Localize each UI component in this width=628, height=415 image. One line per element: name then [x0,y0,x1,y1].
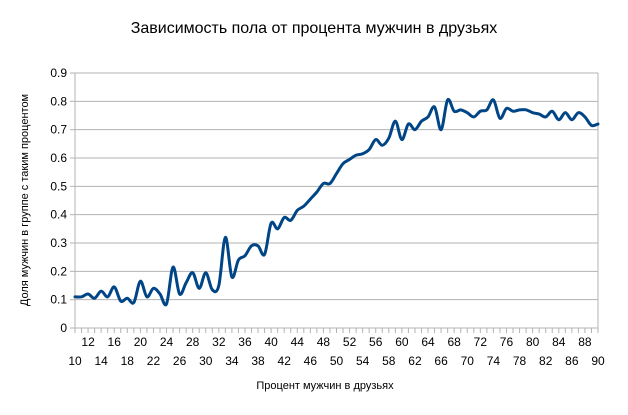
x-tick-label: 60 [395,335,409,349]
x-tick-label: 84 [552,335,566,349]
x-tick-label: 52 [343,335,357,349]
x-tick-label: 64 [421,335,435,349]
x-tick-label: 82 [539,354,553,368]
x-tick-label: 34 [225,354,239,368]
y-tick-label: 0.9 [50,66,67,80]
x-tick-label: 44 [291,335,305,349]
x-tick-label: 36 [238,335,252,349]
x-tick-label: 16 [108,335,122,349]
x-tick-label: 22 [147,354,161,368]
x-tick-label: 72 [474,335,488,349]
x-axis-label: Процент мужчин в друзьях [256,380,394,392]
x-tick-label: 28 [186,335,200,349]
x-tick-label: 58 [382,354,396,368]
x-tick-label: 70 [461,354,475,368]
x-tick-label: 50 [330,354,344,368]
x-tick-label: 80 [526,335,540,349]
y-tick-label: 0 [60,321,67,335]
x-tick-label: 54 [356,354,370,368]
x-tick-label: 20 [134,335,148,349]
y-tick-label: 0.4 [50,208,67,222]
x-tick-label: 86 [565,354,579,368]
y-tick-label: 0.2 [50,264,67,278]
y-axis-label: Доля мужчин в группе с таким процентом [19,94,31,306]
x-tick-label: 74 [487,354,501,368]
y-tick-label: 0.7 [50,123,67,137]
x-tick-label: 14 [94,354,108,368]
x-tick-label: 48 [317,335,331,349]
x-tick-label: 56 [369,335,383,349]
x-tick-label: 68 [447,335,461,349]
y-tick-label: 0.8 [50,94,67,108]
x-tick-label: 12 [81,335,95,349]
y-tick-label: 0.5 [50,179,67,193]
x-tick-label: 26 [173,354,187,368]
x-tick-label: 40 [264,335,278,349]
x-tick-label: 38 [251,354,265,368]
x-tick-label: 42 [278,354,292,368]
y-tick-label: 0.1 [50,293,67,307]
x-tick-label: 32 [212,335,226,349]
chart-title: Зависимость пола от процента мужчин в др… [131,20,498,37]
y-axis-ticks: 0 0.1 0.2 0.3 0.4 0.5 0.6 0.7 0.8 0.9 [50,66,75,335]
x-tick-label: 10 [68,354,82,368]
x-tick-label: 18 [121,354,135,368]
x-tick-label: 24 [160,335,174,349]
x-tick-label: 76 [500,335,514,349]
x-tick-label: 30 [199,354,213,368]
x-tick-label: 62 [408,354,422,368]
x-tick-label: 78 [513,354,527,368]
x-tick-label: 88 [578,335,592,349]
x-tick-label: 90 [591,354,605,368]
y-tick-label: 0.6 [50,151,67,165]
series-line [73,97,600,307]
x-tick-label: 66 [434,354,448,368]
x-tick-label: 46 [304,354,318,368]
y-tick-label: 0.3 [50,236,67,250]
